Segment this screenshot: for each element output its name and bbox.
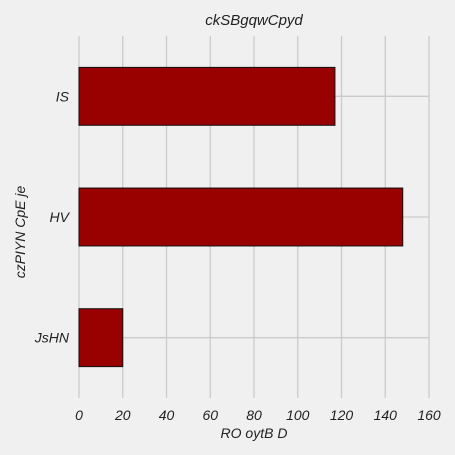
bar — [78, 187, 404, 247]
x-tick-label: 20 — [114, 407, 131, 423]
tick-labels: 0 20 40 60 80 100 120 140 160 IS HV JsHN — [34, 88, 441, 423]
bar — [78, 66, 336, 126]
bar — [78, 308, 124, 368]
x-axis-label: RO oytB D — [221, 425, 288, 441]
x-tick-label: 80 — [246, 407, 262, 423]
y-tick-label: HV — [50, 209, 71, 225]
x-tick-label: 160 — [417, 407, 441, 423]
x-tick-label: 40 — [159, 407, 175, 423]
x-tick-label: 140 — [374, 407, 398, 423]
y-axis-label: czPIYN CpE je — [12, 185, 28, 278]
x-tick-label: 60 — [202, 407, 218, 423]
y-tick-label: IS — [56, 88, 70, 104]
x-tick-label: 100 — [286, 407, 310, 423]
bars — [78, 66, 404, 368]
x-tick-label: 0 — [75, 407, 83, 423]
x-tick-label: 120 — [330, 407, 354, 423]
chart-title: ckSBgqwCpyd — [205, 12, 303, 29]
y-tick-label: JsHN — [34, 330, 70, 346]
